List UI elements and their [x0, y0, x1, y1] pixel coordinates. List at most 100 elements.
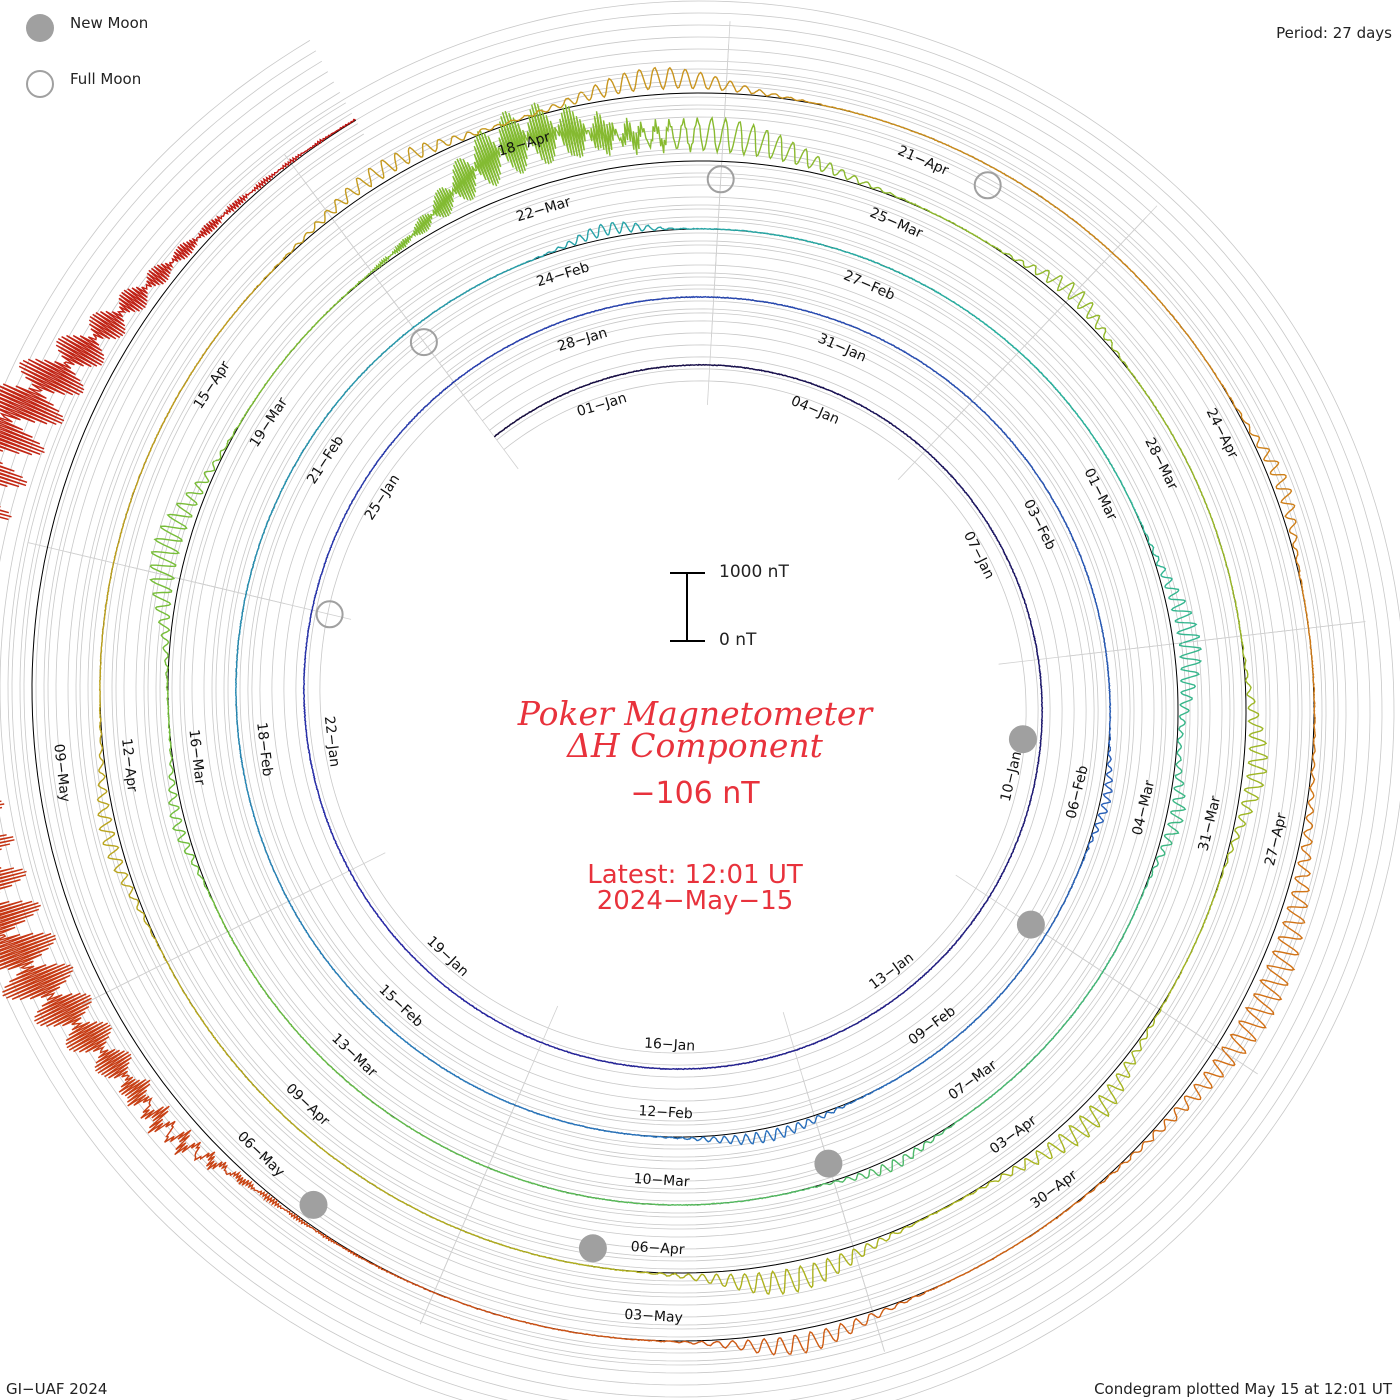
- trace-segment-268: [100, 262, 174, 327]
- trace-segment-21: [1033, 740, 1042, 783]
- trace-segment-250: [577, 1332, 653, 1342]
- trace-segment-100: [235, 699, 242, 753]
- trace-segment-97: [266, 853, 290, 902]
- trace-segment-169: [723, 116, 787, 163]
- date-label: 22−Mar: [514, 194, 572, 225]
- trace-segment-40: [399, 942, 432, 975]
- grid-ring-1: [47, 108, 1299, 1326]
- trace-segment-174: [1018, 259, 1075, 300]
- trace-segment-253: [365, 1259, 435, 1294]
- trace-segment-137: [891, 1133, 941, 1170]
- trace-segment-56: [491, 333, 533, 357]
- trace-segment-10: [824, 387, 861, 406]
- date-label: 25−Jan: [362, 472, 404, 524]
- date-label: 03−May: [624, 1307, 683, 1326]
- date-label: 07−Jan: [960, 529, 997, 582]
- trace-segment-82: [905, 1044, 947, 1075]
- full-moon-icon: [26, 70, 54, 98]
- trace-segment-210: [101, 562, 115, 632]
- trace-segment-224: [796, 99, 866, 117]
- trace-segment-120: [975, 316, 1020, 353]
- trace-segment-35: [582, 1055, 626, 1067]
- trace-segment-209: [98, 630, 104, 700]
- trace-segment-66: [934, 370, 973, 402]
- data-trace: [0, 66, 1317, 1356]
- trace-segment-208: [98, 699, 104, 770]
- trace-segment-230: [1161, 303, 1207, 362]
- trace-segment-121: [1018, 351, 1059, 392]
- trace-segment-177: [1148, 397, 1184, 454]
- trace-segment-54: [419, 381, 455, 414]
- trace-segment-215: [231, 263, 280, 316]
- trace-segment-214: [191, 315, 234, 373]
- trace-segment-166: [517, 102, 593, 165]
- trace-segment-163: [371, 223, 422, 273]
- trace-segment-228: [1056, 207, 1113, 254]
- date-label: 22−Jan: [321, 715, 343, 768]
- trace-segment-114: [662, 227, 719, 231]
- trace-segment-49: [311, 566, 325, 611]
- trace-segment-240: [1221, 993, 1283, 1054]
- date-label: 12−Apr: [118, 737, 140, 792]
- trace-segment-6: [670, 363, 710, 368]
- trace-segment-173: [962, 228, 1019, 262]
- latest-time: Latest: 12:01 UT: [587, 860, 803, 890]
- full-moon-marker: [315, 600, 344, 629]
- trace-segment-249: [652, 1339, 728, 1349]
- trace-segment-58: [575, 304, 621, 318]
- trace-segment-94: [347, 986, 385, 1024]
- trace-segment-75: [1102, 749, 1114, 801]
- trace-segment-233: [1275, 486, 1299, 558]
- new-moon-marker: [814, 1149, 843, 1178]
- trace-segment-55: [453, 355, 492, 383]
- moon-markers: [299, 165, 1045, 1263]
- chart-title: Poker Magnetometer: [517, 694, 873, 733]
- trace-segment-176: [1110, 346, 1151, 399]
- trace-segment-36: [541, 1041, 584, 1057]
- trace-segment-188: [1082, 1064, 1131, 1128]
- trace-segment-244: [1006, 1208, 1070, 1252]
- trace-segment-59: [620, 297, 667, 306]
- trace-segment-183: [1234, 766, 1268, 831]
- trace-segment-118: [878, 262, 929, 288]
- trace-segment-232: [1244, 421, 1287, 488]
- trace-segment-80: [983, 974, 1018, 1013]
- trace-segment-139: [776, 1180, 835, 1197]
- trace-segment-204: [166, 961, 203, 1021]
- trace-segment-266: [0, 362, 80, 456]
- trace-segment-229: [1111, 252, 1164, 305]
- trace-segment-152: [172, 819, 202, 878]
- trace-segment-127: [1178, 642, 1203, 702]
- trace-segment-258: [40, 1001, 132, 1079]
- trace-segment-115: [717, 228, 773, 236]
- trace-segment-154: [166, 699, 174, 761]
- trace-segment-141: [660, 1202, 719, 1207]
- trace-segment-95: [315, 945, 349, 988]
- trace-segment-48: [304, 609, 313, 655]
- trace-segment-28: [870, 989, 907, 1016]
- trace-segment-151: [200, 876, 229, 933]
- date-label: 06−May: [234, 1128, 287, 1180]
- trace-segment-198: [460, 1229, 525, 1253]
- trace-segment-187: [1123, 1009, 1162, 1066]
- trace-segment-27: [905, 962, 938, 992]
- trace-segment-159: [214, 408, 250, 462]
- trace-segment-202: [243, 1073, 292, 1123]
- date-label: 09−May: [50, 743, 73, 803]
- trace-segment-147: [337, 1072, 385, 1111]
- trace-segment-256: [164, 1129, 242, 1179]
- trace-segment-133: [1068, 971, 1104, 1020]
- trace-segment-172: [905, 200, 964, 229]
- trace-segment-19: [1037, 659, 1043, 701]
- trace-segment-242: [1125, 1107, 1178, 1164]
- trace-segment-165: [456, 110, 528, 197]
- trace-segment-50: [323, 523, 342, 567]
- trace-segment-193: [791, 1248, 855, 1293]
- trace-segment-218: [380, 138, 452, 172]
- trace-segment-144: [487, 1166, 544, 1188]
- trace-segment-211: [113, 496, 133, 563]
- trace-segment-220: [516, 91, 584, 122]
- trace-segment-20: [1039, 700, 1044, 742]
- trace-segment-217: [325, 164, 385, 214]
- trace-segment-109: [412, 296, 458, 328]
